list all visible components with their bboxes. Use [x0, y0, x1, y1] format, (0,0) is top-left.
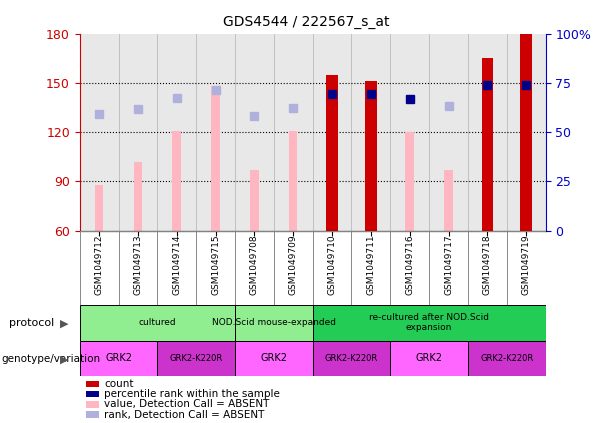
Text: GSM1049710: GSM1049710	[327, 234, 337, 295]
Text: GSM1049709: GSM1049709	[289, 234, 298, 295]
Text: ▶: ▶	[60, 319, 69, 329]
Bar	[235, 305, 313, 341]
Bar	[80, 305, 235, 341]
Text: protocol: protocol	[9, 318, 55, 328]
Text: GRK2: GRK2	[105, 354, 132, 363]
Text: GRK2: GRK2	[416, 354, 443, 363]
Bar	[326, 75, 338, 231]
Text: genotype/variation: genotype/variation	[2, 354, 101, 364]
Text: GSM1049715: GSM1049715	[211, 234, 220, 295]
Text: GSM1049708: GSM1049708	[250, 234, 259, 295]
Bar	[211, 86, 220, 231]
Bar	[250, 170, 259, 231]
Text: count: count	[104, 379, 134, 389]
Text: GRK2-K220R: GRK2-K220R	[170, 354, 223, 363]
Text: GSM1049712: GSM1049712	[94, 234, 104, 295]
Text: GSM1049719: GSM1049719	[522, 234, 531, 295]
Bar	[468, 341, 546, 376]
Bar	[80, 341, 158, 376]
Bar	[405, 132, 414, 231]
Text: GRK2: GRK2	[261, 354, 287, 363]
Text: GRK2-K220R: GRK2-K220R	[480, 354, 533, 363]
Text: GSM1049714: GSM1049714	[172, 234, 181, 295]
Bar	[390, 341, 468, 376]
Text: value, Detection Call = ABSENT: value, Detection Call = ABSENT	[104, 399, 270, 409]
Text: GSM1049718: GSM1049718	[483, 234, 492, 295]
Text: NOD.Scid mouse-expanded: NOD.Scid mouse-expanded	[212, 318, 336, 327]
Bar	[172, 131, 181, 231]
Bar	[482, 58, 493, 231]
Text: re-cultured after NOD.Scid
expansion: re-cultured after NOD.Scid expansion	[369, 313, 489, 332]
Text: GSM1049713: GSM1049713	[134, 234, 142, 295]
Text: GSM1049711: GSM1049711	[367, 234, 375, 295]
Text: GSM1049716: GSM1049716	[405, 234, 414, 295]
Bar	[289, 131, 297, 231]
Text: GDS4544 / 222567_s_at: GDS4544 / 222567_s_at	[223, 15, 390, 29]
Text: rank, Detection Call = ABSENT: rank, Detection Call = ABSENT	[104, 409, 265, 420]
Bar	[520, 34, 532, 231]
Text: GSM1049717: GSM1049717	[444, 234, 453, 295]
Bar	[444, 170, 453, 231]
Text: ▶: ▶	[60, 355, 69, 365]
Text: GRK2-K220R: GRK2-K220R	[325, 354, 378, 363]
Bar	[365, 81, 376, 231]
Bar	[158, 341, 235, 376]
Text: cultured: cultured	[139, 318, 176, 327]
Bar	[313, 341, 390, 376]
Bar	[134, 162, 142, 231]
Bar	[235, 341, 313, 376]
Bar	[95, 185, 104, 231]
Text: percentile rank within the sample: percentile rank within the sample	[104, 389, 280, 399]
Bar	[313, 305, 546, 341]
